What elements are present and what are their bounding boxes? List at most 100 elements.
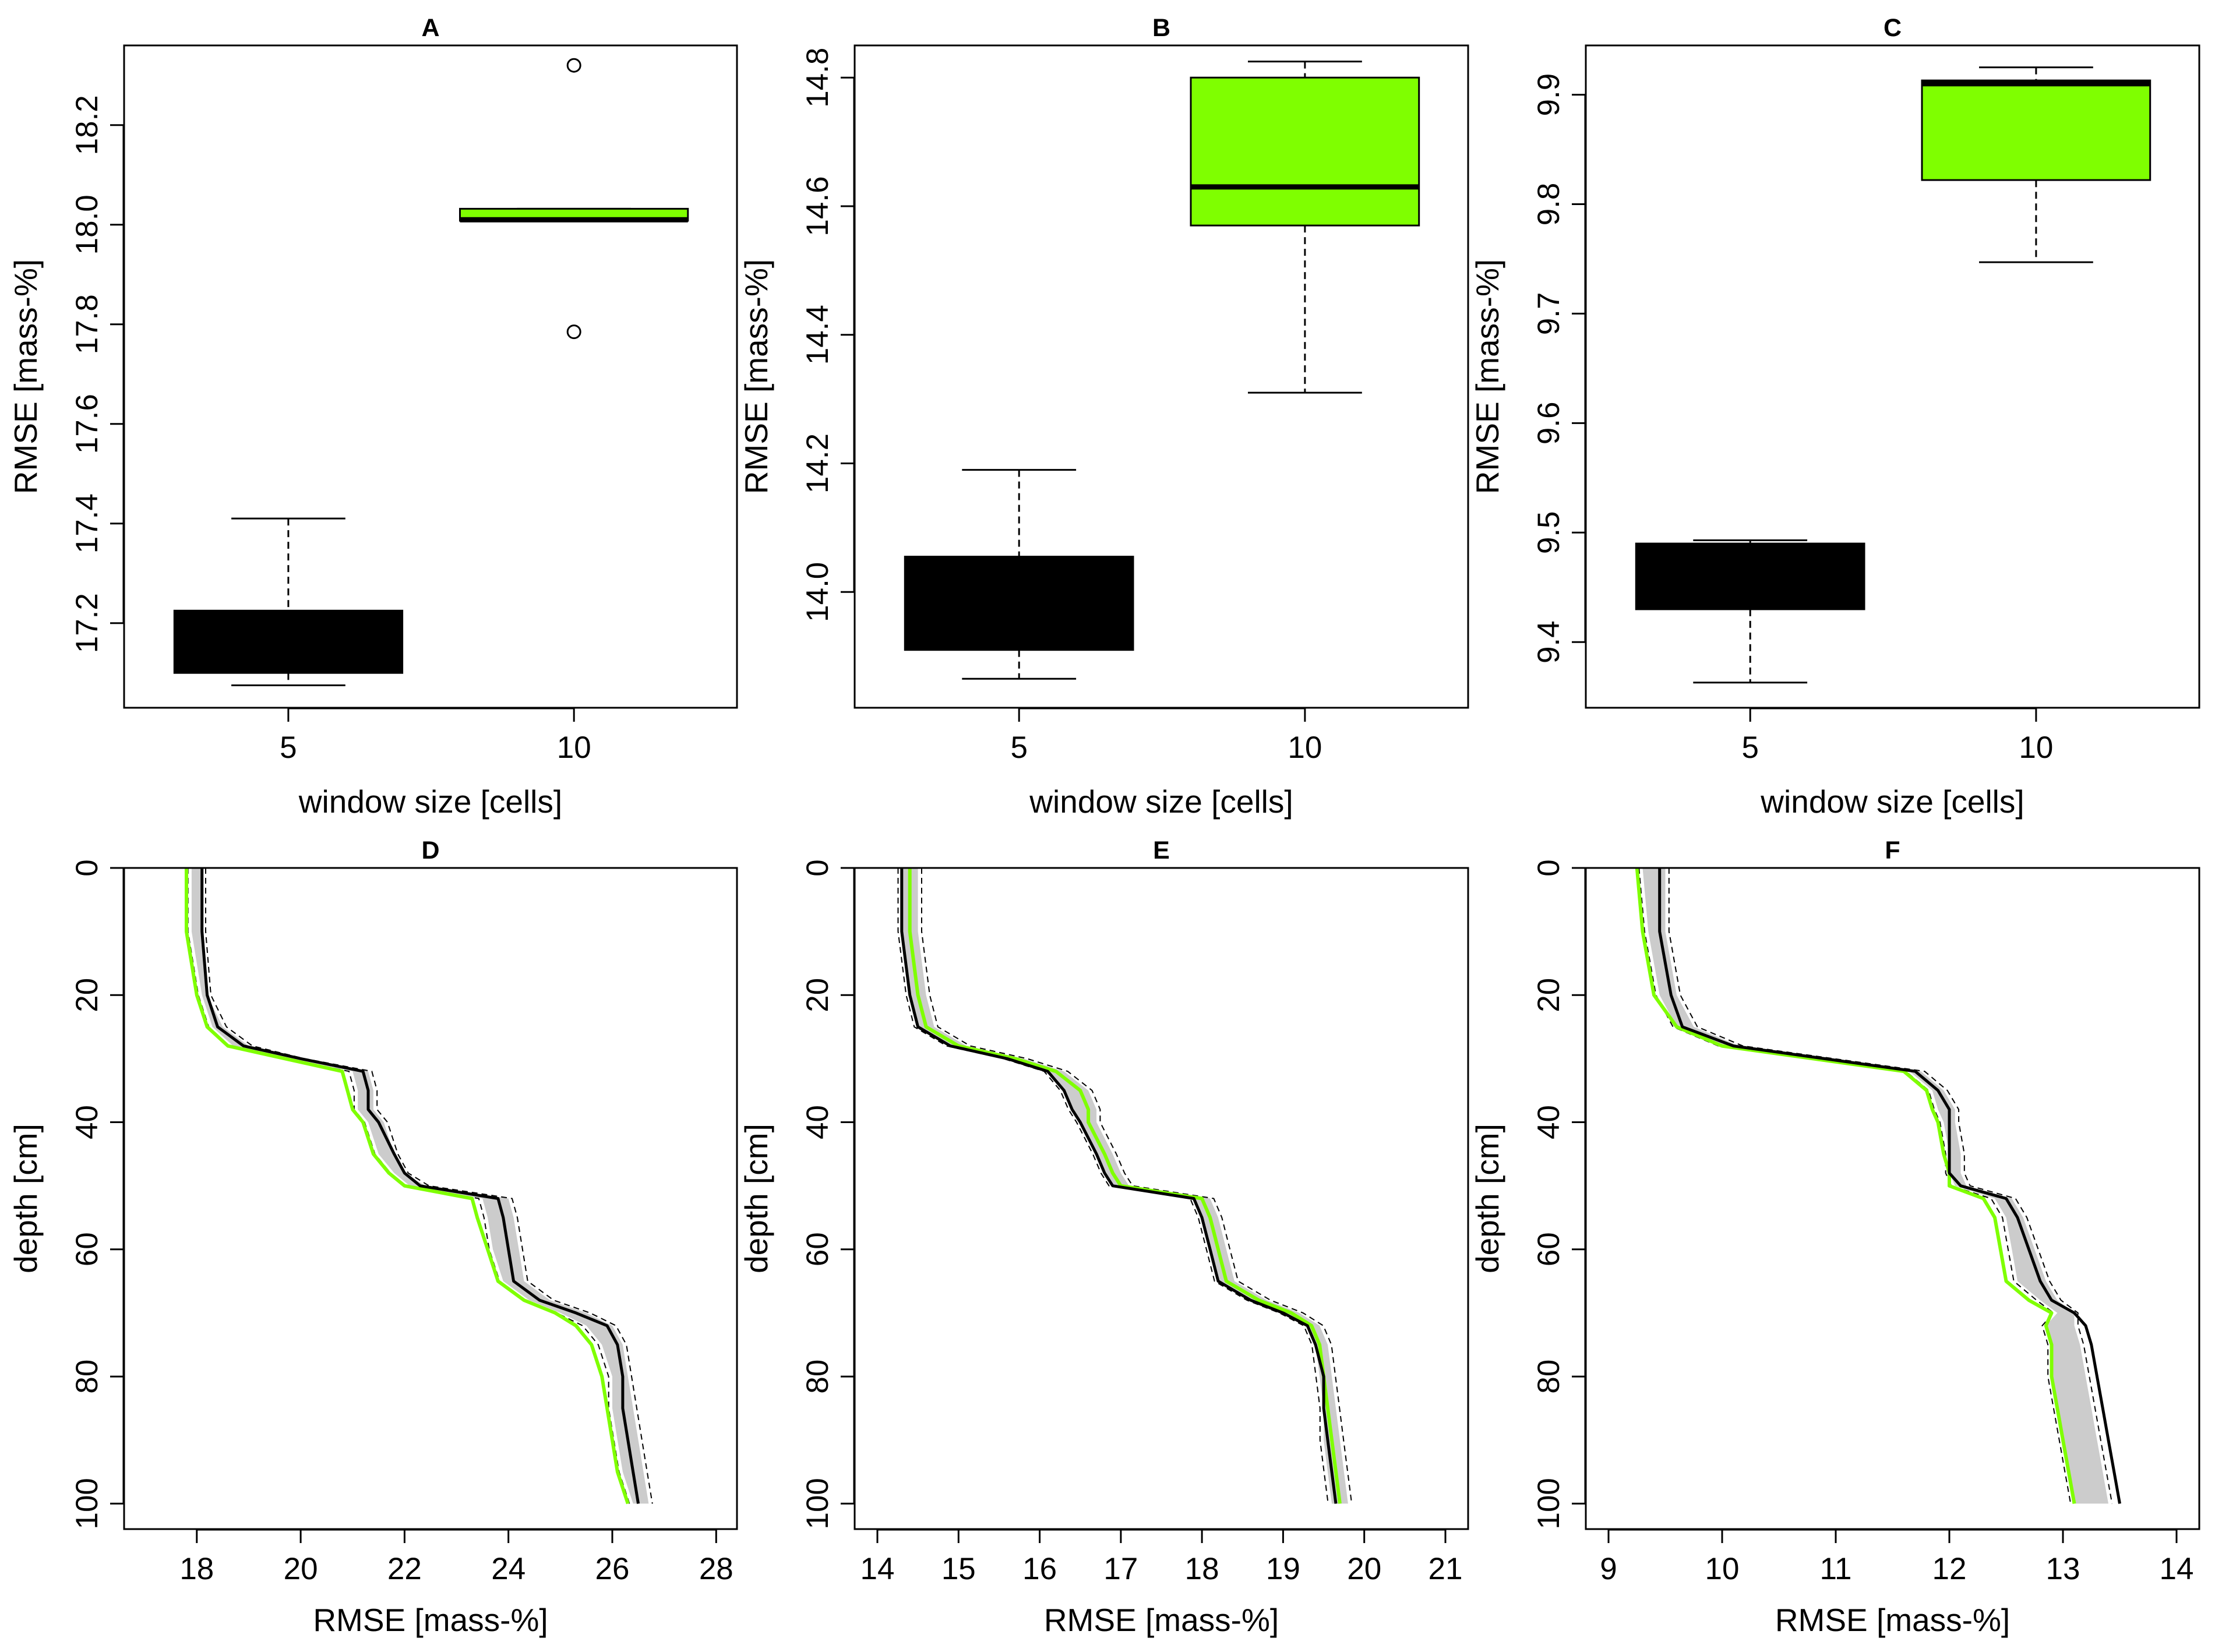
y-tick-label: 100	[1532, 1478, 1566, 1529]
profile-envelope-high	[921, 868, 1353, 1504]
y-tick-label: 0	[70, 859, 104, 876]
x-tick-label: 13	[2046, 1552, 2080, 1586]
y-tick-label: 80	[800, 1360, 835, 1394]
y-tick-label: 17.2	[70, 593, 104, 653]
y-axis-label: RMSE [mass-%]	[1469, 259, 1505, 494]
y-tick-label: 80	[70, 1360, 104, 1394]
y-tick-label: 20	[70, 978, 104, 1012]
y-tick-label: 0	[1532, 859, 1566, 876]
profile-envelope-low	[1638, 867, 2072, 1504]
y-tick-label: 100	[800, 1478, 835, 1529]
panel-d: D RMSE [mass-%] depth [cm] 0 20 40 60 80 100 18 20…	[8, 836, 738, 1638]
x-tick-label: 12	[1932, 1552, 1967, 1586]
y-tick-label: 60	[1532, 1232, 1566, 1266]
y-tick-label: 14.6	[800, 176, 835, 236]
x-tick-label: 17	[1103, 1552, 1138, 1586]
x-tick-label: 18	[179, 1552, 214, 1586]
y-tick-label: 60	[800, 1232, 835, 1266]
x-tick-label: 15	[941, 1552, 976, 1586]
y-axis-label: RMSE [mass-%]	[738, 259, 774, 494]
y-tick-label: 9.9	[1532, 73, 1566, 117]
y-tick-label: 80	[1532, 1360, 1566, 1394]
panel-title: C	[1884, 14, 1902, 42]
profile-green	[185, 868, 630, 1505]
y-tick-label: 40	[1532, 1105, 1566, 1139]
x-tick-label: 20	[284, 1552, 318, 1586]
plot-frame	[1585, 867, 2200, 1530]
y-tick-label: 9.6	[1532, 402, 1566, 445]
x-tick-label: 5	[280, 730, 297, 765]
panel-f: F RMSE [mass-%] depth [cm] 0 20 40 60 80 100 9 10 1…	[1469, 836, 2200, 1638]
y-axis-label: RMSE [mass-%]	[8, 259, 44, 494]
y-tick-label: 14.4	[800, 305, 835, 365]
outlier-point	[566, 324, 581, 340]
x-tick-label: 9	[1600, 1552, 1617, 1586]
x-tick-label: 26	[595, 1552, 630, 1586]
panel-title: B	[1152, 14, 1170, 42]
outlier-point	[566, 58, 581, 73]
y-tick-label: 0	[800, 859, 835, 876]
y-axis-label: depth [cm]	[1469, 1124, 1505, 1273]
box-body	[1190, 76, 1420, 227]
y-tick-label: 20	[1532, 978, 1566, 1012]
profile-band	[1642, 868, 2108, 1504]
x-tick-label: 14	[860, 1552, 895, 1586]
y-tick-label: 20	[800, 978, 835, 1012]
box-10	[1921, 66, 2151, 263]
y-tick-label: 14.0	[800, 562, 835, 622]
y-tick-label: 100	[70, 1478, 104, 1529]
y-tick-label: 14.8	[800, 48, 835, 108]
y-tick-label: 9.8	[1532, 183, 1566, 226]
x-axis-label: window size [cells]	[1760, 783, 2024, 820]
box-10	[459, 58, 689, 340]
plot-frame	[123, 867, 738, 1530]
box-5	[173, 517, 404, 686]
x-tick-label: 14	[2160, 1552, 2194, 1586]
box-5	[904, 469, 1134, 680]
x-tick-label: 22	[387, 1552, 422, 1586]
plot-frame	[853, 44, 1469, 709]
y-tick-label: 14.2	[800, 433, 835, 493]
x-tick-label: 5	[1741, 730, 1758, 765]
profile-envelope-low	[897, 868, 1329, 1504]
x-tick-label: 16	[1022, 1552, 1057, 1586]
y-tick-label: 17.8	[70, 294, 104, 354]
x-tick-label: 21	[1429, 1552, 1463, 1586]
x-tick-label: 24	[491, 1552, 525, 1586]
y-axis-label: depth [cm]	[8, 1124, 44, 1273]
profile-black	[900, 868, 1338, 1504]
profile-black	[1658, 868, 2121, 1504]
y-tick-label: 9.7	[1532, 292, 1566, 336]
panel-title: A	[421, 14, 439, 42]
plot-frame	[1585, 44, 2200, 709]
plot-frame	[123, 44, 738, 709]
profile-envelope-high	[1668, 868, 2113, 1504]
plot-frame	[853, 867, 1469, 1530]
x-tick-label: 10	[1705, 1552, 1740, 1586]
profile-black	[200, 868, 640, 1504]
panel-e: E RMSE [mass-%] depth [cm] 0 20 40 60 80 100 14 15…	[738, 836, 1469, 1638]
y-tick-label: 40	[800, 1105, 835, 1139]
x-tick-label: 11	[1819, 1552, 1851, 1586]
x-tick-label: 28	[699, 1552, 733, 1586]
y-tick-label: 40	[70, 1105, 104, 1139]
x-axis-label: window size [cells]	[1029, 783, 1293, 820]
y-tick-label: 17.4	[70, 493, 104, 553]
panel-title: D	[421, 836, 439, 864]
profile-green	[1635, 867, 2076, 1504]
x-tick-label: 18	[1185, 1552, 1219, 1586]
x-axis-label: RMSE [mass-%]	[1775, 1602, 2010, 1638]
x-axis-label: RMSE [mass-%]	[1044, 1602, 1279, 1638]
y-tick-label: 9.5	[1532, 511, 1566, 554]
x-axis-label: window size [cells]	[298, 783, 562, 820]
x-tick-label: 10	[2019, 730, 2053, 765]
x-tick-label: 19	[1266, 1552, 1300, 1586]
panel-title: F	[1885, 836, 1900, 864]
profile-green	[908, 868, 1342, 1504]
x-tick-label: 20	[1347, 1552, 1381, 1586]
box-body	[1921, 79, 2151, 181]
